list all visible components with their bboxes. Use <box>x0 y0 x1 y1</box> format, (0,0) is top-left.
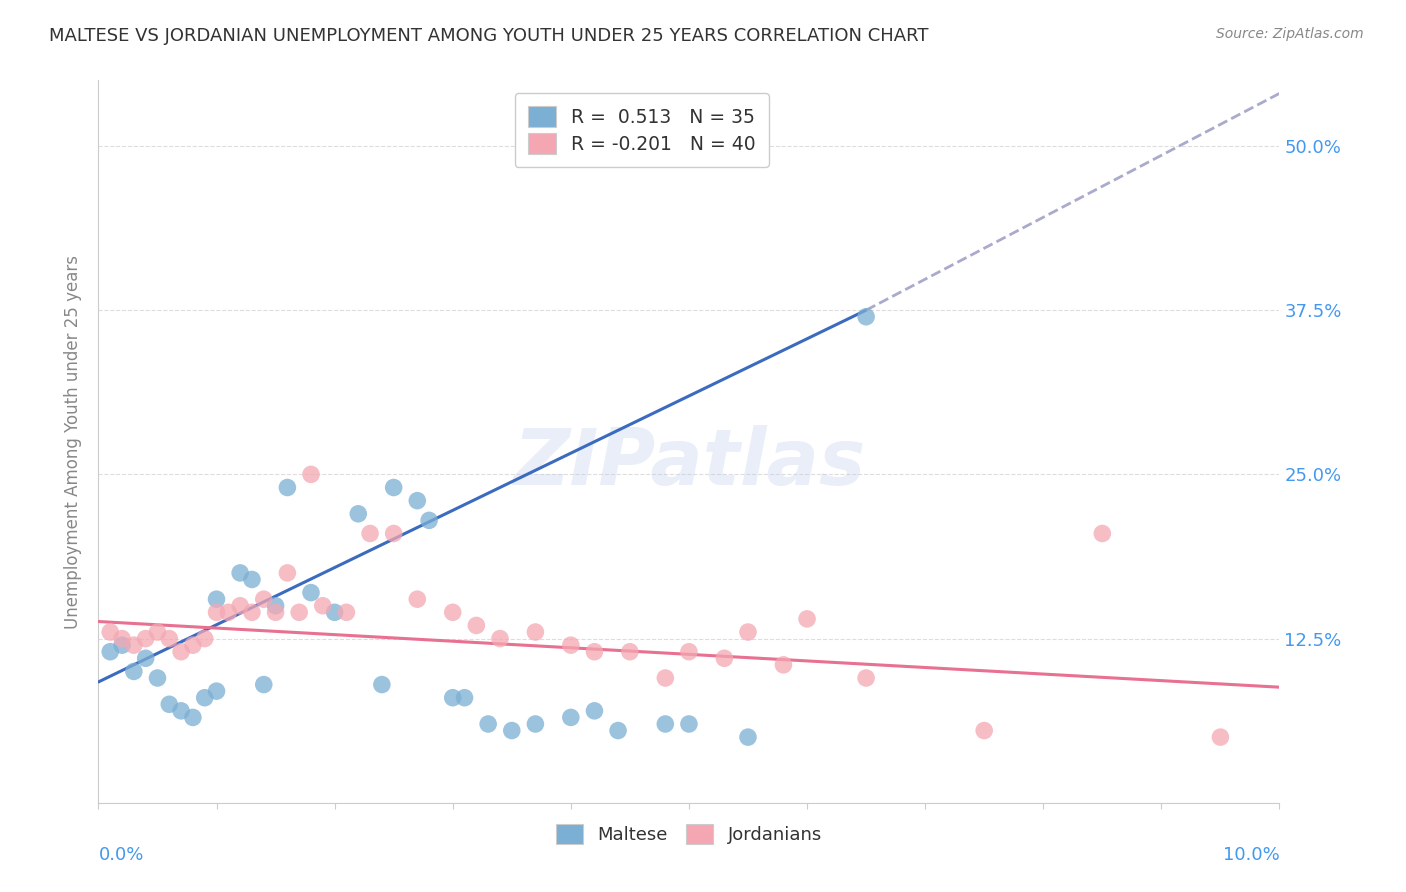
Point <box>1209 730 1232 744</box>
Point <box>122 638 145 652</box>
Text: MALTESE VS JORDANIAN UNEMPLOYMENT AMONG YOUTH UNDER 25 YEARS CORRELATION CHART: MALTESE VS JORDANIAN UNEMPLOYMENT AMONG … <box>49 27 929 45</box>
Point <box>205 684 228 698</box>
Point <box>135 632 157 646</box>
Point <box>264 599 287 613</box>
Point <box>855 310 877 324</box>
Point <box>276 566 298 580</box>
Point <box>170 704 193 718</box>
Point <box>524 717 547 731</box>
Point <box>359 526 381 541</box>
Point <box>382 526 405 541</box>
Point <box>465 618 488 632</box>
Point <box>146 625 169 640</box>
Point <box>973 723 995 738</box>
Y-axis label: Unemployment Among Youth under 25 years: Unemployment Among Youth under 25 years <box>65 254 83 629</box>
Point <box>217 605 239 619</box>
Point <box>229 599 252 613</box>
Point <box>654 671 676 685</box>
Point <box>229 566 252 580</box>
Point <box>111 632 134 646</box>
Point <box>264 605 287 619</box>
Point <box>181 638 204 652</box>
Point <box>453 690 475 705</box>
Point <box>489 632 512 646</box>
Legend: Maltese, Jordanians: Maltese, Jordanians <box>548 817 830 852</box>
Point <box>98 645 121 659</box>
Point <box>583 645 606 659</box>
Point <box>583 704 606 718</box>
Point <box>654 717 676 731</box>
Point <box>240 573 263 587</box>
Point <box>157 698 180 712</box>
Point <box>181 710 204 724</box>
Point <box>335 605 357 619</box>
Text: ZIPatlas: ZIPatlas <box>513 425 865 501</box>
Point <box>194 632 217 646</box>
Point <box>855 671 877 685</box>
Point <box>122 665 145 679</box>
Point <box>312 599 335 613</box>
Point <box>441 690 464 705</box>
Point <box>796 612 818 626</box>
Point <box>157 632 180 646</box>
Point <box>406 592 429 607</box>
Point <box>323 605 346 619</box>
Point <box>253 592 276 607</box>
Point <box>1091 526 1114 541</box>
Point <box>737 625 759 640</box>
Point <box>713 651 735 665</box>
Point <box>135 651 157 665</box>
Point <box>501 723 523 738</box>
Point <box>524 625 547 640</box>
Point <box>347 507 370 521</box>
Point <box>406 493 429 508</box>
Point <box>299 585 322 599</box>
Text: 0.0%: 0.0% <box>98 847 143 864</box>
Point <box>288 605 311 619</box>
Point <box>98 625 121 640</box>
Text: 10.0%: 10.0% <box>1223 847 1279 864</box>
Point <box>737 730 759 744</box>
Point <box>382 481 405 495</box>
Point <box>194 690 217 705</box>
Point <box>560 710 582 724</box>
Point <box>441 605 464 619</box>
Point <box>619 645 641 659</box>
Point <box>205 605 228 619</box>
Point <box>772 657 794 672</box>
Text: Source: ZipAtlas.com: Source: ZipAtlas.com <box>1216 27 1364 41</box>
Point <box>678 717 700 731</box>
Point <box>146 671 169 685</box>
Point <box>477 717 499 731</box>
Point <box>418 513 440 527</box>
Point <box>678 645 700 659</box>
Point <box>240 605 263 619</box>
Point <box>560 638 582 652</box>
Point <box>170 645 193 659</box>
Point <box>205 592 228 607</box>
Point <box>371 677 394 691</box>
Point <box>299 467 322 482</box>
Point <box>253 677 276 691</box>
Point <box>607 723 630 738</box>
Point <box>276 481 298 495</box>
Point <box>111 638 134 652</box>
